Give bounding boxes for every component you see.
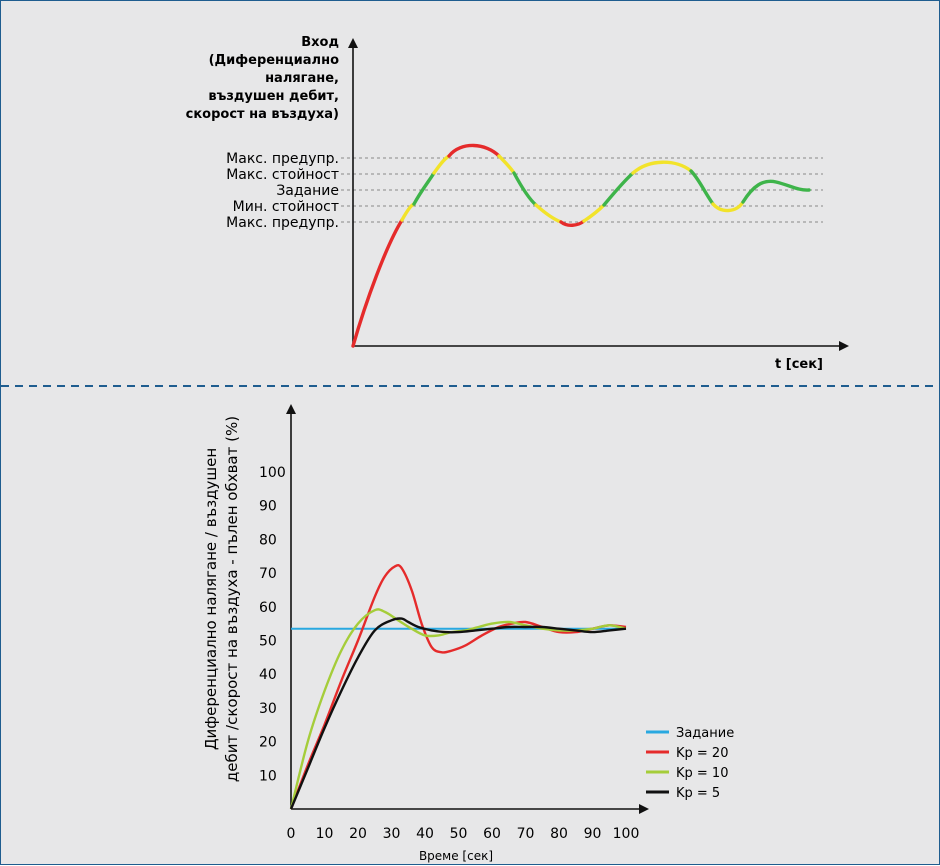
x-tick-label: 10 [316,826,334,842]
curve-segment-alarm [559,219,586,227]
top-y-title-line-3: налягане, [265,71,339,86]
curve-segment-warning [497,154,516,175]
legend-label: Kp = 5 [676,786,720,801]
x-tick-label: 80 [550,826,568,842]
legend-label: Kp = 10 [676,766,728,781]
curve-segment-warning [631,160,693,175]
y-tick-label: 10 [259,768,277,784]
level-label-max-value: Макс. стойност [226,167,339,183]
x-tick-label: 70 [517,826,535,842]
legend-label: Задание [676,726,734,741]
curve-segment-warning [432,154,451,175]
top-x-title: t [сек] [775,357,823,372]
level-label-min-warning: Макс. предупр. [226,215,339,231]
x-tick-label: 60 [483,826,501,842]
level-label-max-warning: Макс. предупр. [226,151,339,167]
curve-segment-normal [412,171,436,206]
y-tick-label: 70 [259,566,277,582]
y-tick-label: 80 [259,532,277,548]
y-tick-label: 90 [259,499,277,515]
chart-y-ticks: 10 20 30 40 50 60 70 80 90 100 [259,465,286,784]
x-tick-label: 20 [349,826,367,842]
x-tick-label: 90 [584,826,602,842]
x-tick-label: 50 [450,826,468,842]
chart-y-label-line-2: дебит /скорост на въздуха - пълен обхват… [223,416,241,782]
response-curve [351,143,811,348]
top-y-title-line-4: въздушен дебит, [208,89,339,104]
top-y-title-line-1: Вход [301,35,339,50]
x-tick-label: 30 [383,826,401,842]
top-y-title-line-2: (Диференциално [209,53,339,68]
y-tick-label: 20 [259,735,277,751]
curve-segment-alarm [351,218,404,348]
curve-segment-normal [602,171,635,207]
curve-segment-warning [582,203,606,223]
y-tick-label: 40 [259,667,277,683]
level-label-min-value: Мин. стойност [233,199,339,215]
top-y-title-line-5: скорост на въздуха) [186,107,339,122]
curve-segment-normal [741,179,811,204]
y-tick-label: 100 [259,465,286,481]
y-tick-label: 50 [259,634,277,650]
series-line-3 [289,617,627,810]
chart-series [289,564,627,810]
curve-segment-normal [512,171,538,207]
chart-y-label-line-1: Диференциално налягане / въздушен [202,448,220,750]
chart-x-ticks: 0 10 20 30 40 50 60 70 80 90 100 [287,826,640,842]
legend-label: Kp = 20 [676,746,728,761]
x-tick-label: 0 [287,826,296,842]
curve-segment-normal [689,169,715,206]
x-tick-label: 100 [613,826,640,842]
y-tick-label: 60 [259,600,277,616]
top-diagram: Вход (Диференциално налягане, въздушен д… [186,35,849,372]
curve-segment-warning [711,200,745,213]
chart-legend: Задание Kp = 20 Kp = 10 Kp = 5 [646,726,734,801]
curve-segment-alarm [447,143,501,158]
series-line-2 [289,608,627,810]
series-line-1 [289,564,627,810]
level-label-setpoint: Задание [276,183,339,199]
x-tick-label: 40 [416,826,434,842]
curve-segment-warning [534,203,563,224]
y-tick-label: 30 [259,701,277,717]
bottom-chart: Диференциално налягане / въздушен дебит … [202,404,734,863]
chart-x-label: Време [сек] [419,849,493,863]
